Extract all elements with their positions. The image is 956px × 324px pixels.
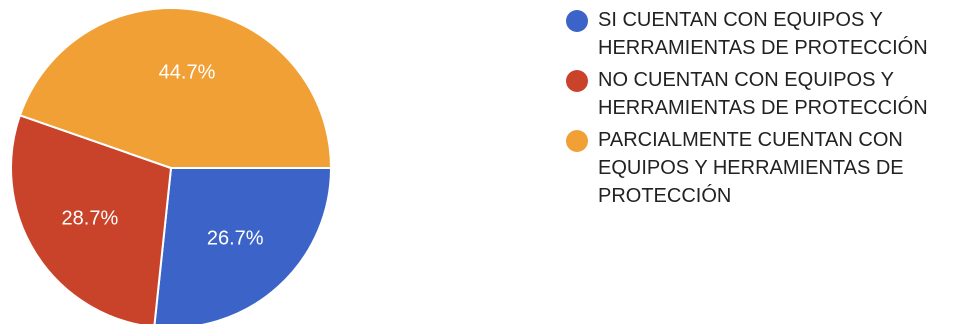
legend-label-no: NO CUENTAN CON EQUIPOS Y HERRAMIENTAS DE… — [598, 69, 928, 119]
pie-slice-parcialmente[interactable] — [18, 7, 333, 169]
pie-slice-no[interactable] — [10, 114, 173, 324]
pie-label-parcialmente: 44.7% — [159, 62, 216, 84]
pie-label-no: 28.7% — [62, 208, 119, 230]
pie-chart: 26.7% 28.7% 44.7% — [10, 7, 333, 324]
legend-swatch-parcialmente — [566, 130, 588, 152]
legend-item-no[interactable]: NO CUENTAN CON EQUIPOS Y HERRAMIENTAS DE… — [566, 66, 951, 122]
pie-slice-si[interactable] — [153, 167, 333, 324]
legend-item-parcialmente[interactable]: PARCIALMENTE CUENTAN CON EQUIPOS Y HERRA… — [566, 126, 951, 210]
legend-swatch-no — [566, 70, 588, 92]
legend-item-si[interactable]: SI CUENTAN CON EQUIPOS Y HERRAMIENTAS DE… — [566, 6, 951, 62]
legend-label-parcialmente: PARCIALMENTE CUENTAN CON EQUIPOS Y HERRA… — [598, 129, 904, 207]
pie-label-si: 26.7% — [207, 228, 264, 250]
legend-swatch-si — [566, 10, 588, 32]
legend-label-si: SI CUENTAN CON EQUIPOS Y HERRAMIENTAS DE… — [598, 9, 928, 59]
chart-legend: SI CUENTAN CON EQUIPOS Y HERRAMIENTAS DE… — [566, 6, 951, 214]
